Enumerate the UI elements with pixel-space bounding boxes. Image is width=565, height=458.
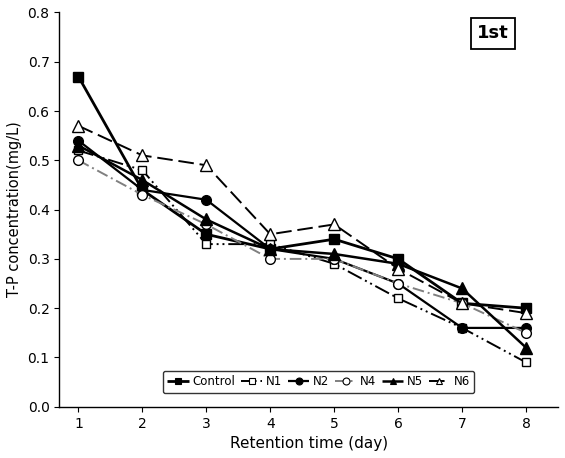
N5 — [75, 143, 82, 148]
N1 — [267, 241, 273, 247]
N4 — [523, 330, 529, 336]
N5 — [331, 251, 338, 257]
Control — [75, 74, 82, 79]
N6 — [139, 153, 146, 158]
N5 — [459, 286, 466, 291]
N2 — [203, 197, 210, 202]
N4 — [75, 158, 82, 163]
Line: N5: N5 — [73, 140, 532, 353]
N2 — [395, 281, 402, 286]
N6 — [459, 300, 466, 306]
N6 — [331, 222, 338, 227]
N2 — [75, 138, 82, 143]
N5 — [395, 261, 402, 267]
N5 — [523, 345, 529, 350]
N2 — [459, 325, 466, 331]
N2 — [331, 256, 338, 262]
N1 — [203, 241, 210, 247]
N2 — [267, 246, 273, 252]
N4 — [459, 300, 466, 306]
N1 — [395, 295, 402, 301]
N2 — [523, 325, 529, 331]
N1 — [75, 148, 82, 153]
Control — [523, 305, 529, 311]
N1 — [459, 325, 466, 331]
Control — [331, 236, 338, 242]
N5 — [267, 246, 273, 252]
Control — [203, 231, 210, 237]
N6 — [203, 163, 210, 168]
N4 — [267, 256, 273, 262]
Control — [395, 256, 402, 262]
Control — [139, 187, 146, 193]
X-axis label: Retention time (day): Retention time (day) — [229, 436, 388, 451]
N4 — [139, 192, 146, 197]
N1 — [139, 168, 146, 173]
N5 — [203, 217, 210, 222]
N1 — [331, 261, 338, 267]
N1 — [523, 360, 529, 365]
Text: 1st: 1st — [477, 24, 509, 42]
Legend: Control, N1, N2, N4, N5, N6: Control, N1, N2, N4, N5, N6 — [163, 371, 475, 393]
Line: N6: N6 — [73, 120, 532, 319]
Y-axis label: T-P concentration(mg/L): T-P concentration(mg/L) — [7, 122, 22, 298]
N6 — [267, 231, 273, 237]
N6 — [395, 266, 402, 272]
N2 — [139, 187, 146, 193]
Line: N4: N4 — [73, 155, 531, 338]
Line: Control: Control — [73, 71, 531, 313]
Line: N1: N1 — [74, 146, 530, 366]
N4 — [331, 256, 338, 262]
N4 — [395, 281, 402, 286]
Control — [459, 300, 466, 306]
N4 — [203, 222, 210, 227]
N6 — [523, 311, 529, 316]
N5 — [139, 177, 146, 183]
Line: N2: N2 — [73, 136, 531, 333]
N6 — [75, 123, 82, 129]
Control — [267, 246, 273, 252]
